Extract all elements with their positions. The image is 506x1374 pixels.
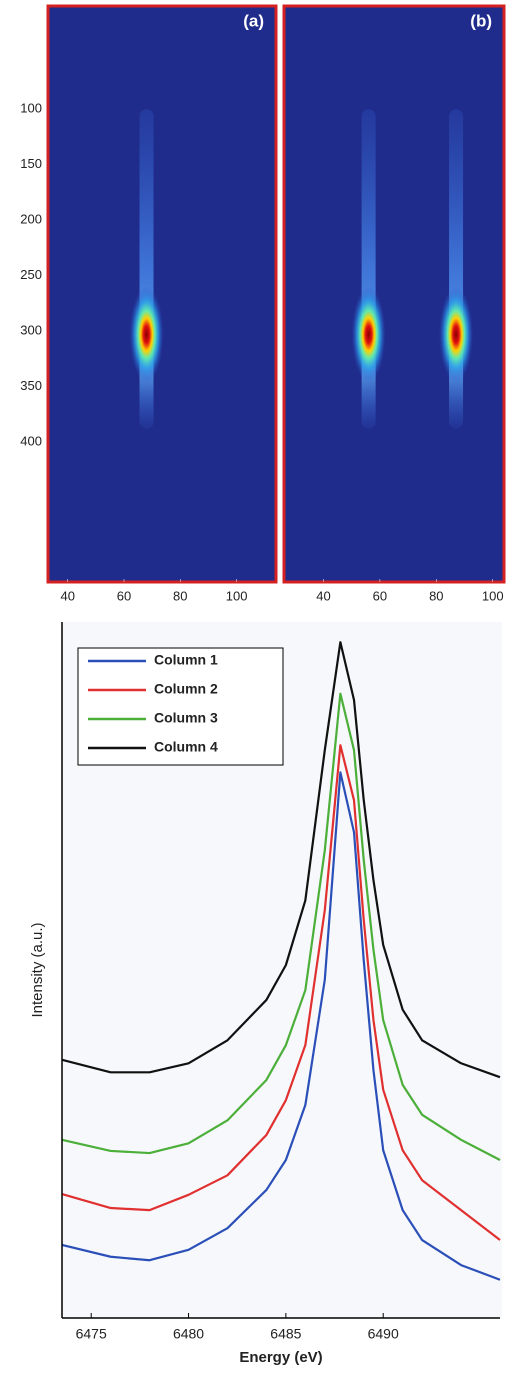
y-tick-label: 200: [20, 212, 42, 227]
spot: [439, 286, 474, 383]
y-tick-label: 250: [20, 267, 42, 282]
line-series: [61, 744, 501, 1241]
x-tick-label: 100: [226, 588, 248, 603]
legend-label: Column 4: [154, 739, 218, 755]
spot: [351, 286, 386, 383]
x-tick-label: 40: [60, 588, 74, 603]
x-tick-label: 6475: [76, 1326, 107, 1342]
x-tick-label: 40: [316, 588, 330, 603]
x-tick-label: 80: [429, 588, 443, 603]
x-tick-label: 6480: [173, 1326, 204, 1342]
y-tick-label: 350: [20, 378, 42, 393]
panel-label: (a): [243, 11, 264, 30]
heatmap-background: [48, 6, 276, 582]
x-tick-label: 60: [117, 588, 131, 603]
x-tick-label: 100: [482, 588, 504, 603]
x-tick-label: 60: [373, 588, 387, 603]
legend-label: Column 3: [154, 710, 218, 726]
x-tick-label: 6490: [368, 1326, 399, 1342]
heatmap-background: [284, 6, 504, 582]
legend-label: Column 1: [154, 652, 218, 668]
panel-label: (b): [470, 11, 492, 30]
line-series: [61, 641, 501, 1079]
spot: [129, 286, 164, 383]
x-axis-label: Energy (eV): [239, 1349, 322, 1366]
panel-border: [282, 4, 506, 584]
y-tick-label: 150: [20, 156, 42, 171]
x-tick-label: 6485: [270, 1326, 301, 1342]
panel-border: [46, 4, 278, 584]
x-tick-label: 80: [173, 588, 187, 603]
legend-box: [77, 647, 284, 766]
line-series: [61, 771, 501, 1281]
y-tick-label: 300: [20, 323, 42, 338]
y-tick-label: 400: [20, 434, 42, 449]
legend-label: Column 2: [154, 681, 218, 697]
line-series: [61, 692, 501, 1161]
y-axis-label: Intensity (a.u.): [29, 922, 46, 1017]
y-tick-label: 100: [20, 101, 42, 116]
